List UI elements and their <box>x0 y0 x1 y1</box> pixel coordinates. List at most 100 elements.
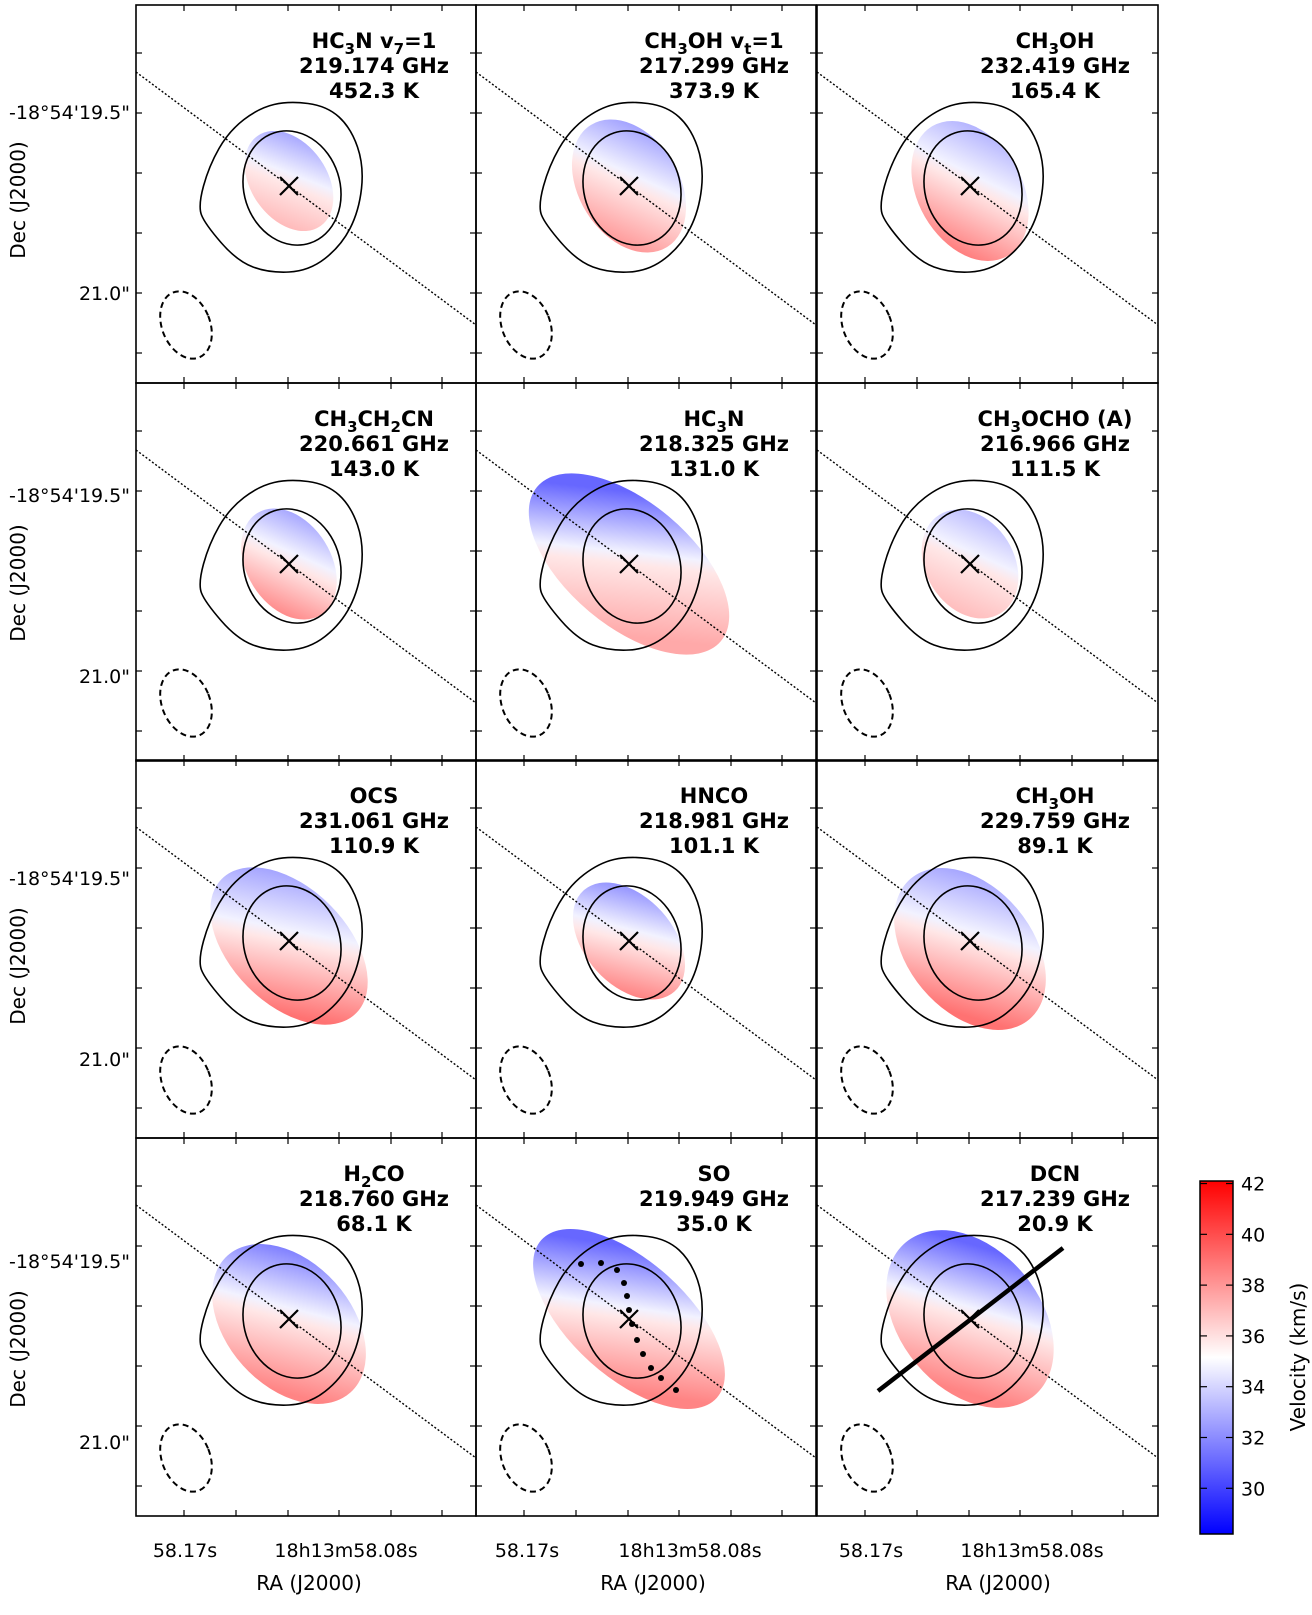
emission-map <box>212 1244 366 1404</box>
y-tick-labels: -18°54'19.5" 21.0" -18°54'19.5" 21.0" -1… <box>9 102 130 1454</box>
panel-4-energy-label: 143.0 K <box>329 457 420 481</box>
outer-contour <box>880 101 1044 273</box>
y-tick-label-21-r2: 21.0" <box>79 666 130 688</box>
source-position-marker <box>279 931 299 951</box>
beam-ellipse <box>840 1423 894 1493</box>
outer-contour <box>199 479 363 651</box>
so-dot-6 <box>626 1307 632 1313</box>
so-dot-5 <box>624 1293 630 1299</box>
source-position-marker <box>619 931 639 951</box>
inner-contour <box>242 1263 342 1379</box>
dotted-axis-line <box>817 449 1158 704</box>
colorbar: 30 32 34 36 38 40 42 Velocity (km/s) <box>1199 1174 1310 1535</box>
colorbar-tick-label-42: 42 <box>1241 1174 1265 1196</box>
so-dot-8 <box>634 1337 640 1343</box>
beam-ellipse <box>499 668 553 738</box>
velocity-map-11 <box>476 1204 816 1493</box>
outer-contour <box>880 856 1044 1028</box>
inner-contour <box>923 885 1023 1001</box>
beam-ellipse <box>840 668 894 738</box>
panel-10-frequency-label: 218.760 GHz <box>299 1187 449 1211</box>
source-position-marker <box>619 176 639 196</box>
velocity-map-8 <box>476 826 816 1115</box>
outer-contour <box>539 1234 703 1406</box>
beam-ellipse <box>499 1423 553 1493</box>
y-tick-label-21-r4: 21.0" <box>79 1432 130 1454</box>
source-position-marker <box>960 176 980 196</box>
panel-1-species-label: HC3N v7=1 <box>312 29 437 58</box>
panel-12-energy-label: 20.9 K <box>1017 1212 1093 1236</box>
panel-6-energy-label: 111.5 K <box>1010 457 1101 481</box>
dotted-axis-line <box>136 71 476 326</box>
beam-ellipse <box>499 1045 553 1115</box>
source-position-marker <box>279 1309 299 1329</box>
y-tick-label-21-r3: 21.0" <box>79 1049 130 1071</box>
panel-3-energy-label: 165.4 K <box>1010 79 1101 103</box>
x-tick-label-ra-1a: 58.17s <box>153 1540 217 1562</box>
so-dot-11 <box>658 1375 664 1381</box>
dotted-axis-line <box>136 1204 476 1459</box>
velocity-map-10 <box>136 1204 476 1493</box>
panel-9-energy-label: 89.1 K <box>1017 834 1093 858</box>
dotted-axis-line <box>476 449 816 704</box>
panel-5-frequency-label: 218.325 GHz <box>639 432 789 456</box>
beam-ellipse <box>159 290 213 360</box>
panel-2-frequency-label: 217.299 GHz <box>639 54 789 78</box>
panel-12-frequency-label: 217.239 GHz <box>980 1187 1130 1211</box>
y-axis-title-r2: Dec (J2000) <box>6 524 30 641</box>
y-tick-label-dec-r3: -18°54'19.5" <box>9 868 130 890</box>
y-axis-title-r1: Dec (J2000) <box>6 141 30 258</box>
x-axis-title-col3: RA (J2000) <box>945 1571 1051 1595</box>
inner-contour <box>242 508 342 624</box>
outer-contour <box>539 479 703 651</box>
emission-map <box>210 867 368 1025</box>
colorbar-tick-label-38: 38 <box>1241 1275 1265 1297</box>
panel-12-species-label: DCN <box>1030 1162 1080 1186</box>
inner-contour <box>923 508 1023 624</box>
inner-contour <box>923 130 1023 246</box>
source-position-marker <box>960 554 980 574</box>
panel-11-energy-label: 35.0 K <box>676 1212 752 1236</box>
x-tick-labels: 58.17s 18h13m58.08s 58.17s 18h13m58.08s … <box>153 1540 1104 1562</box>
y-tick-label-dec-r2: -18°54'19.5" <box>9 485 130 507</box>
beam-ellipse <box>159 1045 213 1115</box>
velocity-map-6 <box>817 449 1158 738</box>
panel-7-species-label: OCS <box>350 784 399 808</box>
y-axis-title-r4: Dec (J2000) <box>6 1290 30 1407</box>
colorbar-ticks: 30 32 34 36 38 40 42 <box>1200 1174 1265 1500</box>
panel-7-energy-label: 110.9 K <box>329 834 420 858</box>
inner-contour <box>923 1263 1023 1379</box>
source-position-marker <box>960 931 980 951</box>
panel-frame <box>475 1137 817 1517</box>
velocity-map-5 <box>476 449 816 738</box>
panel-11-species-label: SO <box>698 1162 731 1186</box>
panel-9-species-label: CH3OH <box>1016 784 1095 813</box>
panel-5-energy-label: 131.0 K <box>669 457 760 481</box>
source-position-marker <box>619 554 639 574</box>
inner-contour <box>242 130 342 246</box>
inner-contour <box>582 885 682 1001</box>
y-tick-label-dec-r1: -18°54'19.5" <box>9 102 130 124</box>
inner-contour <box>242 885 342 1001</box>
x-tick-label-ra-2c: 18h13m58.08s <box>960 1540 1103 1562</box>
panel-8-species-label: HNCO <box>680 784 748 808</box>
dotted-axis-line <box>136 449 476 704</box>
colorbar-tick-label-40: 40 <box>1241 1224 1265 1246</box>
outer-contour <box>539 856 703 1028</box>
outer-contour <box>199 856 363 1028</box>
panel-3-frequency-label: 232.419 GHz <box>980 54 1130 78</box>
panel-8-frequency-label: 218.981 GHz <box>639 809 789 833</box>
beam-ellipse <box>159 668 213 738</box>
so-dot-12 <box>673 1387 679 1393</box>
